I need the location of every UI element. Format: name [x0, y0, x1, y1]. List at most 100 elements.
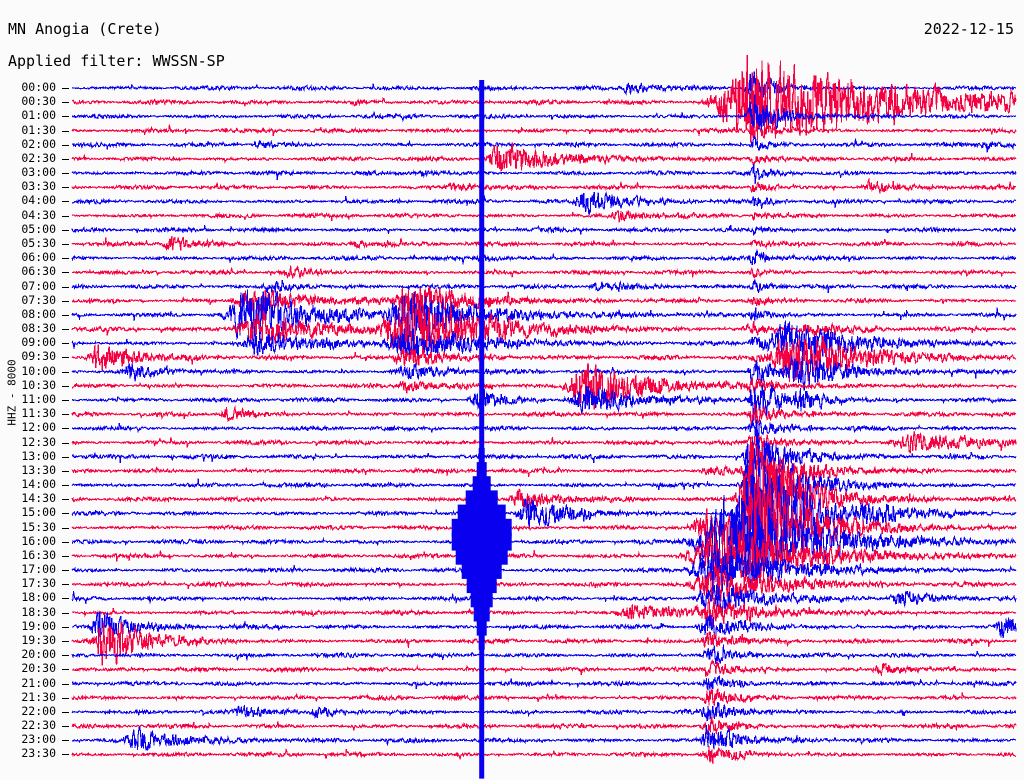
trace-line	[71, 404, 1017, 427]
trace-line	[71, 142, 1017, 171]
trace-line	[71, 675, 1017, 691]
trace-line	[71, 265, 1017, 279]
time-label: 13:30	[21, 462, 56, 477]
clipped-event-block	[478, 447, 485, 466]
trace-line	[71, 94, 1017, 138]
time-tick	[62, 301, 69, 302]
time-label: 06:00	[21, 250, 56, 265]
trace-line	[71, 564, 1017, 605]
clipped-event-block	[470, 589, 493, 608]
trace-line	[71, 430, 1017, 454]
time-tick	[62, 726, 69, 727]
clipped-event-block	[455, 547, 508, 565]
time-tick	[62, 485, 69, 486]
time-tick	[62, 754, 69, 755]
time-label: 00:00	[21, 80, 56, 94]
time-tick	[62, 443, 69, 444]
time-label: 22:00	[21, 703, 56, 718]
time-tick	[62, 641, 69, 642]
time-tick	[62, 528, 69, 529]
trace-line	[71, 701, 1017, 724]
trace-line	[71, 441, 1017, 504]
clipped-event-block	[472, 476, 491, 494]
trace-line	[71, 583, 1017, 614]
time-label: 09:00	[21, 335, 56, 350]
time-tick	[62, 315, 69, 316]
time-tick	[62, 428, 69, 429]
time-label: 15:00	[21, 505, 56, 520]
time-tick	[62, 669, 69, 670]
clipped-event-block	[451, 533, 512, 551]
time-label: 21:30	[21, 689, 56, 704]
time-tick	[62, 258, 69, 259]
time-tick	[62, 372, 69, 373]
trace-line	[71, 293, 1017, 357]
time-tick	[62, 613, 69, 614]
time-tick	[62, 627, 69, 628]
trace-line	[71, 597, 1017, 629]
time-label: 14:30	[21, 491, 56, 506]
time-tick	[62, 343, 69, 344]
time-label: 15:30	[21, 519, 56, 534]
time-label: 11:00	[21, 391, 56, 406]
clipped-event-block	[476, 618, 487, 636]
trace-line	[71, 289, 1017, 347]
trace-line	[71, 688, 1017, 706]
time-label: 07:30	[21, 292, 56, 307]
time-tick	[62, 116, 69, 117]
time-tick	[62, 357, 69, 358]
trace-line	[71, 236, 1017, 251]
time-tick	[62, 159, 69, 160]
time-label: 06:30	[21, 264, 56, 279]
time-tick	[62, 712, 69, 713]
time-axis: 00:00 00:30 01:00 01:30 02:00 02:30 03:00 03:30…	[0, 0, 72, 780]
trace-line	[71, 745, 1017, 764]
trace-line	[71, 319, 1017, 365]
time-label: 02:30	[21, 150, 56, 165]
trace-line	[71, 543, 1017, 594]
time-tick	[62, 329, 69, 330]
time-tick	[62, 287, 69, 288]
trace-line	[71, 527, 1017, 582]
time-tick	[62, 414, 69, 415]
time-label: 23:00	[21, 732, 56, 747]
time-tick	[62, 584, 69, 585]
time-label: 19:00	[21, 618, 56, 633]
time-label: 20:00	[21, 647, 56, 662]
time-label: 16:30	[21, 547, 56, 562]
time-label: 14:00	[21, 477, 56, 492]
clipped-event-block	[465, 490, 498, 508]
trace-line	[71, 355, 1017, 391]
time-label: 03:00	[21, 165, 56, 180]
time-label: 12:00	[21, 420, 56, 435]
date-label: 2022-12-15	[923, 20, 1014, 38]
clipped-event-block	[457, 504, 506, 523]
trace-line	[71, 210, 1017, 223]
time-tick	[62, 386, 69, 387]
time-tick	[62, 102, 69, 103]
time-label: 05:00	[21, 221, 56, 236]
trace-line	[71, 286, 1017, 317]
vertical-clipping-marker	[479, 80, 485, 779]
trace-line	[71, 611, 1017, 643]
trace-line	[71, 456, 1017, 526]
time-label: 12:30	[21, 434, 56, 449]
time-label: 05:30	[21, 235, 56, 250]
time-label: 18:30	[21, 604, 56, 619]
time-tick	[62, 513, 69, 514]
time-label: 16:00	[21, 533, 56, 548]
time-label: 10:00	[21, 363, 56, 378]
applied-filter-label: Applied filter: WWSSN-SP	[8, 52, 225, 70]
time-label: 08:30	[21, 321, 56, 336]
time-tick	[62, 173, 69, 174]
trace-line	[71, 71, 1017, 100]
time-label: 11:30	[21, 406, 56, 421]
time-label: 19:30	[21, 633, 56, 648]
trace-line	[71, 716, 1017, 736]
time-tick	[62, 244, 69, 245]
time-label: 01:00	[21, 108, 56, 123]
time-label: 01:30	[21, 122, 56, 137]
trace-line	[71, 470, 1017, 572]
trace-line	[71, 224, 1017, 236]
